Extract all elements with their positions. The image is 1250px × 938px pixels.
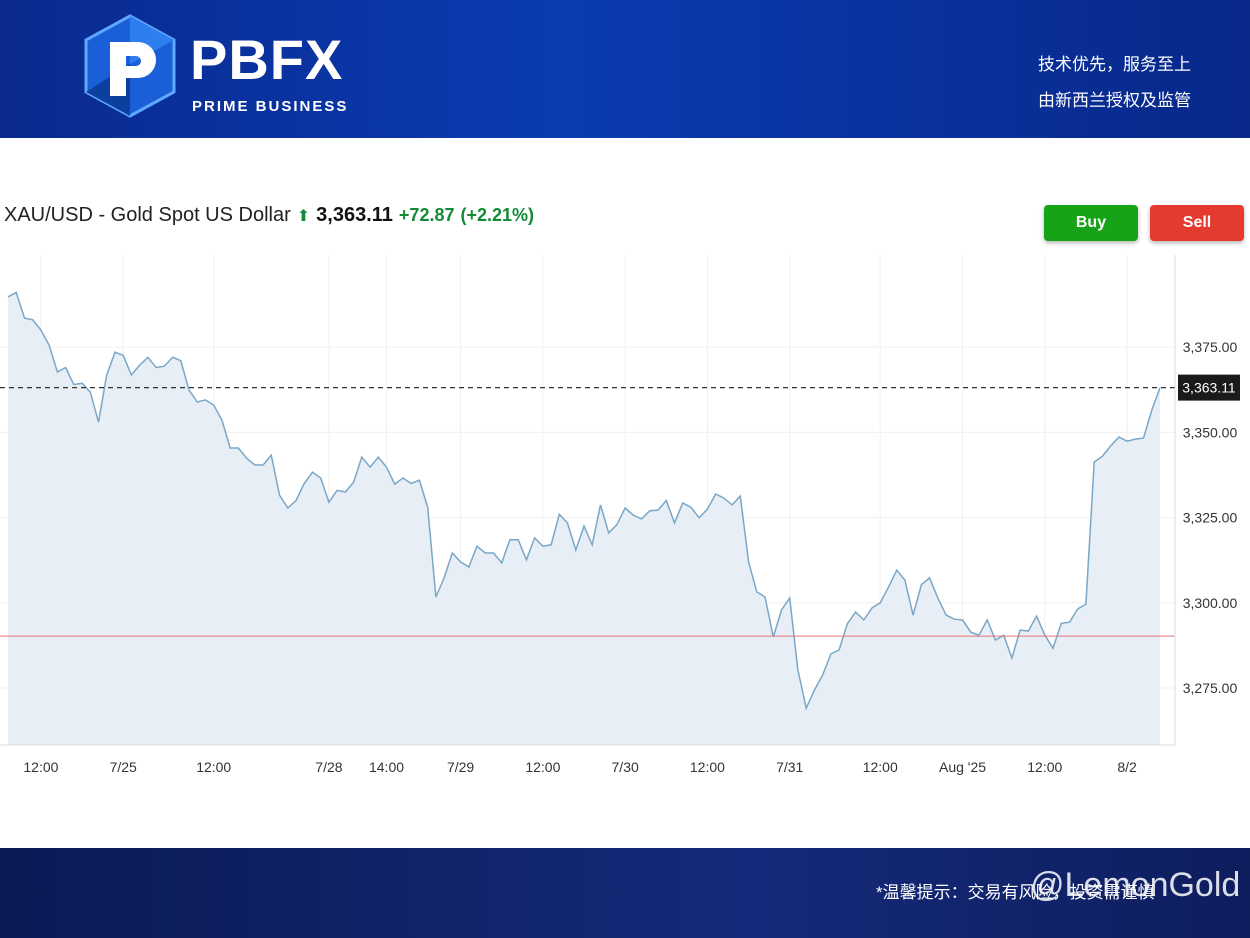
watermark: @LemonGold <box>1030 866 1241 904</box>
y-tick-label: 3,375.00 <box>1183 339 1238 355</box>
x-tick-label: 12:00 <box>23 759 58 775</box>
x-tick-label: 8/2 <box>1117 759 1137 775</box>
brand-sub: PRIME BUSINESS <box>192 98 349 115</box>
buy-button[interactable]: Buy <box>1044 205 1138 241</box>
change: +72.87 <box>398 205 455 225</box>
footer: *温馨提示：交易有风险，投资需谨慎 @LemonGold <box>0 848 1250 938</box>
header: PBFX PRIME BUSINESS 技术优先，服务至上 由新西兰授权及监管 <box>0 0 1250 138</box>
area <box>8 292 1160 745</box>
y-tick-label: 3,325.00 <box>1183 510 1238 526</box>
symbol-title: XAU/USD - Gold Spot US Dollar <box>4 204 291 226</box>
sell-button[interactable]: Sell <box>1150 205 1244 241</box>
y-tick-label: 3,275.00 <box>1183 680 1238 696</box>
tagline: 由新西兰授权及监管 <box>1038 91 1191 110</box>
y-tick-label: 3,300.00 <box>1183 595 1238 611</box>
x-tick-label: 12:00 <box>196 759 231 775</box>
last-price-label: 3,363.11 <box>1182 380 1236 396</box>
x-tick-label: 7/28 <box>315 759 342 775</box>
last-price-box <box>1178 374 1240 401</box>
change-pct: (+2.21%) <box>460 205 535 225</box>
x-tick-label: 12:00 <box>1027 759 1062 775</box>
x-tick-label: 7/30 <box>612 759 639 775</box>
x-tick-label: 12:00 <box>690 759 725 775</box>
x-tick-label: 7/31 <box>776 759 803 775</box>
risk-note: *温馨提示：交易有风险，投资需谨慎 <box>876 883 1155 902</box>
price-line <box>7 291 1161 711</box>
quote-bar: XAU/USD - Gold Spot US Dollar ⬆ 3,363.11… <box>4 204 534 227</box>
tagline: 技术优先，服务至上 <box>1038 55 1191 74</box>
logo-icon <box>84 14 176 118</box>
x-tick-label: 12:00 <box>863 759 898 775</box>
x-tick-label: 7/29 <box>447 759 474 775</box>
x-tick-label: 12:00 <box>525 759 560 775</box>
chart: 3,275.00 3,300.00 3,325.00 3,350.00 3,375.00… <box>0 255 1240 775</box>
brand: PBFX <box>190 28 344 91</box>
x-tick-label: 14:00 <box>369 759 404 775</box>
up-arrow: ⬆ <box>296 207 311 225</box>
y-tick-label: 3,350.00 <box>1183 424 1238 440</box>
price: 3,363.11 <box>316 204 393 226</box>
x-tick-label: Aug '25 <box>939 759 986 775</box>
x-tick-label: 7/25 <box>110 759 137 775</box>
